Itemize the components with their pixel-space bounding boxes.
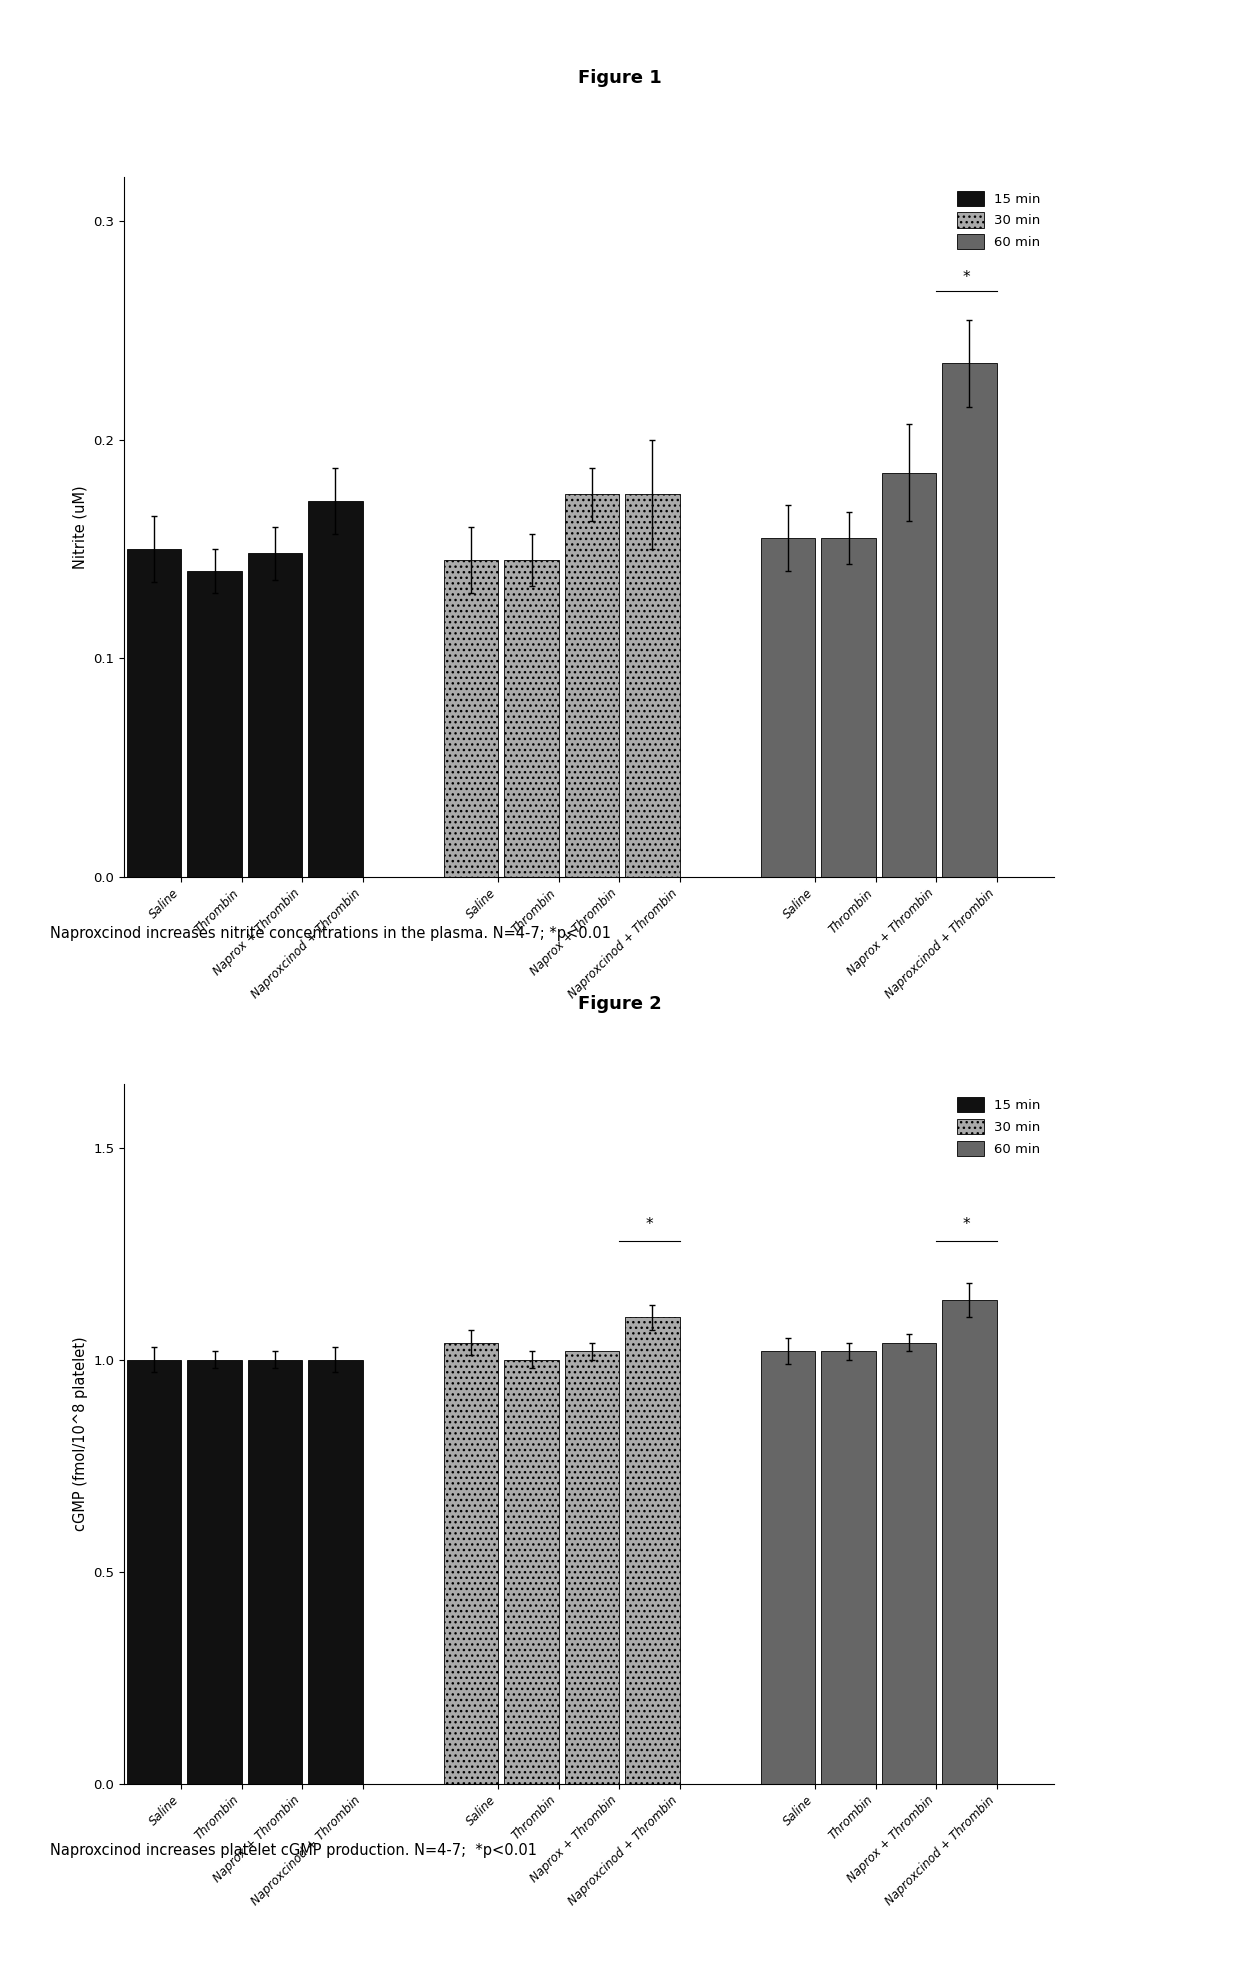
Bar — [309, 501, 362, 877]
Y-axis label: Nitrite (uM): Nitrite (uM) — [73, 485, 88, 570]
Text: Naproxcinod increases platelet cGMP production. N=4-7;  *p<0.01: Naproxcinod increases platelet cGMP prod… — [50, 1843, 537, 1859]
Bar — [187, 572, 242, 877]
Bar — [761, 538, 816, 877]
Bar — [248, 1360, 303, 1784]
Bar — [187, 1360, 242, 1784]
Bar — [942, 1301, 997, 1784]
Bar — [821, 1352, 875, 1784]
Text: *: * — [646, 1218, 653, 1232]
Bar — [761, 1352, 816, 1784]
Bar — [942, 363, 997, 877]
Bar — [505, 1360, 559, 1784]
Legend: 15 min, 30 min, 60 min: 15 min, 30 min, 60 min — [951, 1090, 1048, 1163]
Text: Naproxcinod increases nitrite concentrations in the plasma. N=4-7; *p<0.01: Naproxcinod increases nitrite concentrat… — [50, 926, 610, 942]
Bar — [565, 1352, 619, 1784]
Bar — [882, 473, 936, 877]
Bar — [126, 550, 181, 877]
Legend: 15 min, 30 min, 60 min: 15 min, 30 min, 60 min — [951, 183, 1048, 256]
Text: *: * — [962, 270, 970, 284]
Bar — [821, 538, 875, 877]
Bar — [444, 560, 498, 877]
Bar — [248, 554, 303, 877]
Y-axis label: cGMP (fmol/10^8 platelet): cGMP (fmol/10^8 platelet) — [73, 1336, 88, 1531]
Bar — [625, 495, 680, 877]
Text: Figure 1: Figure 1 — [578, 69, 662, 87]
Bar — [309, 1360, 362, 1784]
Bar — [625, 1317, 680, 1784]
Bar — [565, 495, 619, 877]
Bar — [444, 1342, 498, 1784]
Bar — [126, 1360, 181, 1784]
Text: Figure 2: Figure 2 — [578, 995, 662, 1013]
Text: *: * — [962, 1218, 970, 1232]
Bar — [882, 1342, 936, 1784]
Bar — [505, 560, 559, 877]
